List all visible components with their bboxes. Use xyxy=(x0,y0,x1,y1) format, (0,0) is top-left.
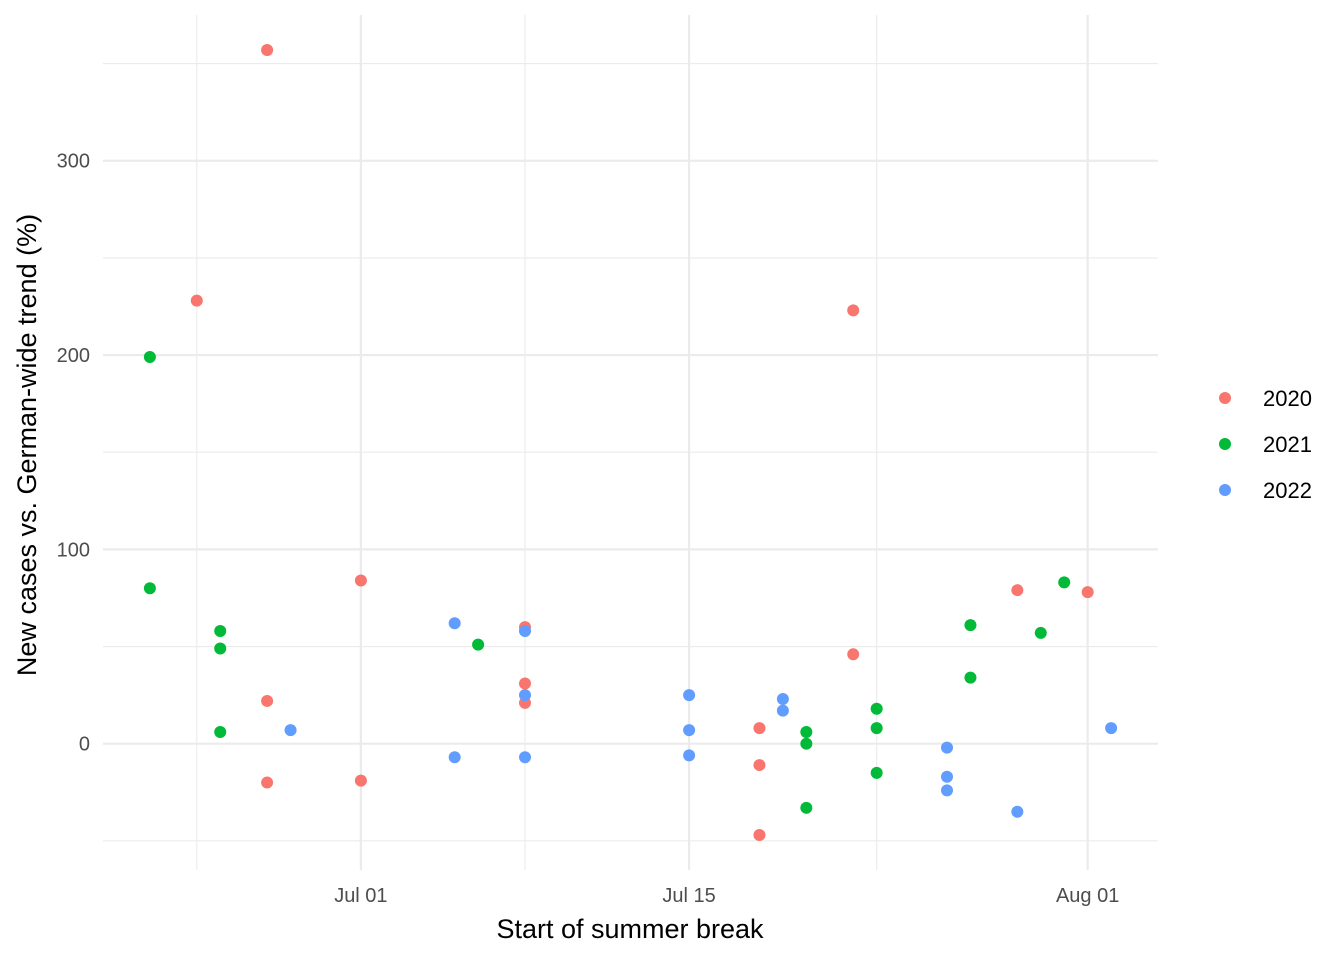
data-point xyxy=(753,759,766,772)
data-point xyxy=(941,784,953,797)
data-point xyxy=(143,351,156,363)
data-point xyxy=(214,624,227,637)
data-point xyxy=(1034,626,1047,639)
data-point xyxy=(870,702,883,715)
data-point xyxy=(776,693,789,705)
data-point xyxy=(1011,584,1024,597)
data-point xyxy=(214,726,227,739)
legend-key xyxy=(1219,438,1231,450)
data-point xyxy=(964,619,977,632)
data-point xyxy=(800,801,813,814)
legend-item-2021: 2021 xyxy=(1219,432,1312,457)
legend-label: 2022 xyxy=(1263,478,1312,503)
data-point xyxy=(683,689,696,702)
data-point xyxy=(1011,805,1024,818)
data-point xyxy=(941,741,953,754)
data-point xyxy=(190,294,203,307)
legend-label: 2021 xyxy=(1263,432,1312,457)
series-2020 xyxy=(190,43,1094,842)
data-point xyxy=(964,671,977,684)
data-point xyxy=(519,624,531,637)
legend-item-2020: 2020 xyxy=(1219,386,1312,411)
data-point xyxy=(847,304,860,317)
legend-key xyxy=(1219,484,1231,496)
data-point xyxy=(261,43,274,56)
data-points xyxy=(143,43,1118,842)
data-point xyxy=(261,776,274,789)
y-tick-label: 0 xyxy=(79,734,90,756)
data-point xyxy=(472,638,485,651)
data-point xyxy=(941,770,953,783)
x-tick-label: Jul 15 xyxy=(662,885,715,907)
x-axis-tick-labels: Jul 01 Jul 15 Aug 01 xyxy=(334,885,1119,907)
data-point xyxy=(1105,722,1118,735)
y-tick-label: 300 xyxy=(57,151,90,173)
data-point xyxy=(519,689,531,702)
data-point xyxy=(1081,586,1094,599)
data-point xyxy=(354,574,367,587)
data-point xyxy=(284,724,297,737)
data-point xyxy=(776,704,789,717)
data-point xyxy=(753,829,766,842)
data-point xyxy=(683,724,696,737)
data-point xyxy=(519,751,531,764)
data-point xyxy=(1058,576,1071,589)
data-point xyxy=(354,774,367,787)
grid xyxy=(103,15,1158,870)
data-point xyxy=(448,617,461,630)
series-2021 xyxy=(143,351,1071,814)
series-2022 xyxy=(284,617,1118,818)
data-point xyxy=(800,737,813,750)
legend-key xyxy=(1219,392,1231,404)
y-axis-title: New cases vs. German-wide trend (%) xyxy=(12,214,42,676)
data-point xyxy=(519,677,531,690)
data-point xyxy=(683,749,696,762)
data-point xyxy=(870,766,883,779)
y-tick-label: 200 xyxy=(57,345,90,367)
data-point xyxy=(800,726,813,739)
x-axis-title: Start of summer break xyxy=(496,914,764,944)
data-point xyxy=(870,722,883,735)
data-point xyxy=(214,642,227,655)
data-point xyxy=(753,722,766,735)
x-tick-label: Aug 01 xyxy=(1056,885,1119,907)
legend-label: 2020 xyxy=(1263,386,1312,411)
legend-item-2022: 2022 xyxy=(1219,478,1312,503)
legend: 2020 2021 2022 xyxy=(1219,386,1312,503)
data-point xyxy=(448,751,461,764)
data-point xyxy=(261,694,274,707)
y-axis-tick-labels: 0 100 200 300 xyxy=(57,151,90,756)
data-point xyxy=(847,648,860,661)
data-point xyxy=(143,582,156,595)
y-tick-label: 100 xyxy=(57,539,90,561)
x-tick-label: Jul 01 xyxy=(334,885,387,907)
